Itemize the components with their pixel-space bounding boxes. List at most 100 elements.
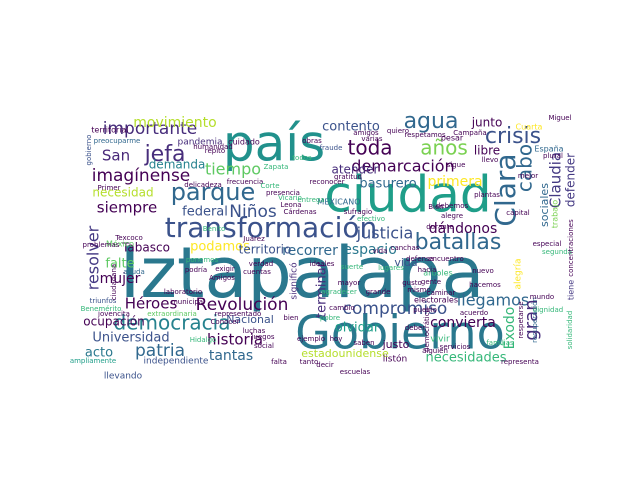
cloud-word: jovencita — [97, 310, 130, 318]
cloud-word: hoy — [330, 335, 343, 343]
cloud-word: Universidad — [92, 331, 169, 346]
cloud-word: exigir — [215, 265, 235, 273]
cloud-word: toda — [347, 136, 392, 160]
cloud-word: significó — [289, 262, 300, 300]
cloud-word: transformación — [165, 211, 377, 244]
cloud-word: historia — [207, 331, 263, 349]
cloud-word: basurero — [359, 177, 416, 192]
cloud-word: ciudadana — [110, 264, 118, 300]
cloud-word: Éxodo — [501, 307, 518, 350]
cloud-word: extraordinaria — [147, 310, 197, 318]
cloud-word: cabo — [513, 144, 537, 192]
cloud-word: árboles — [423, 269, 452, 278]
cloud-word: reconocer — [310, 178, 345, 186]
cloud-word: grande — [366, 288, 391, 296]
cloud-word: México — [106, 239, 134, 249]
cloud-word: Zapata — [264, 163, 289, 171]
cloud-word: representado — [215, 310, 262, 318]
cloud-word: importante — [103, 119, 197, 139]
cloud-word: gratitud — [334, 173, 362, 181]
cloud-word: trabajo — [551, 200, 560, 229]
cloud-word: ciudad — [324, 166, 491, 224]
cloud-word: alguien — [422, 347, 448, 355]
cloud-word: Bien — [428, 203, 444, 211]
cloud-word: acuerdo — [460, 309, 488, 317]
cloud-word: Iztapalapa — [120, 232, 485, 314]
cloud-word: tanto — [300, 358, 319, 366]
cloud-word: Texcoco — [114, 234, 143, 242]
cloud-word: familias — [486, 339, 514, 347]
cloud-word: varias — [361, 135, 383, 143]
cloud-word: repito — [205, 147, 225, 155]
cloud-word: democrático — [423, 308, 431, 352]
cloud-word: obras — [302, 137, 322, 145]
cloud-word: vida — [373, 247, 388, 255]
cloud-word: gran — [521, 299, 542, 340]
cloud-word: vivir — [430, 335, 450, 345]
cloud-word: Corte — [260, 182, 279, 190]
cloud-word: capital — [506, 209, 530, 217]
cloud-word: fraude — [320, 144, 343, 152]
cloud-word: tiempo — [205, 160, 261, 179]
cloud-word: resolver — [84, 225, 103, 290]
cloud-word: agradecer — [321, 288, 357, 296]
cloud-word: humanidad — [193, 143, 233, 151]
cloud-word: vida — [394, 256, 417, 269]
cloud-word: llevo — [482, 156, 499, 164]
cloud-word: ejemplo — [297, 335, 325, 343]
cloud-word: bien — [283, 314, 298, 322]
cloud-word: electorales — [414, 296, 458, 305]
cloud-word: país — [223, 115, 325, 173]
cloud-word: Juárez — [242, 235, 265, 243]
cloud-word: luchas — [243, 327, 266, 335]
cloud-word: Gobierno — [295, 306, 504, 360]
word-cloud-words: Iztapalapa país Gobierno ciudadtransformaci… — [70, 109, 578, 382]
cloud-word: contento — [322, 120, 380, 135]
cloud-word: efectivo — [357, 215, 385, 223]
cloud-word: Hidalgo — [190, 336, 217, 344]
cloud-word: Benito — [203, 225, 226, 233]
cloud-word: Vicario — [278, 194, 302, 202]
cloud-word: Conocer — [211, 318, 240, 326]
cloud-word: España — [534, 145, 563, 154]
cloud-word: ideales — [310, 260, 335, 268]
cloud-word: Amigos — [209, 274, 235, 282]
cloud-word: lugares — [378, 264, 404, 272]
cloud-word: necesidad — [92, 186, 153, 200]
cloud-word: plural — [543, 152, 563, 160]
cloud-word: amigos — [353, 129, 379, 137]
cloud-word: solidaridad — [566, 311, 574, 350]
cloud-word: decir — [316, 361, 334, 369]
cloud-word: Niños — [229, 202, 277, 222]
cloud-word: servicios — [440, 343, 471, 351]
cloud-word: nuevo — [472, 267, 494, 275]
cloud-word: llegamos — [457, 291, 529, 310]
cloud-word: Cárdenas — [283, 208, 316, 216]
cloud-word: patria — [135, 341, 185, 361]
cloud-word: social — [254, 342, 274, 350]
cloud-word: necesidades — [425, 351, 506, 366]
cloud-word: cuidado — [228, 138, 260, 147]
cloud-word: atender — [332, 163, 379, 177]
cloud-word: parque — [171, 178, 256, 206]
cloud-word: escuelas — [340, 368, 371, 376]
cloud-word: agua — [404, 109, 459, 134]
cloud-word: Nacional — [226, 313, 274, 326]
cloud-word: acto — [85, 346, 113, 361]
cloud-word: representa — [501, 358, 539, 366]
cloud-word: frecuencia — [227, 178, 264, 186]
cloud-word: recuperación — [531, 297, 539, 343]
cloud-word: gusto — [402, 279, 422, 287]
cloud-word: territorial — [91, 126, 128, 135]
cloud-word: suerte — [341, 263, 363, 271]
cloud-word: ponemos — [186, 256, 219, 264]
cloud-word: respetamos — [404, 131, 446, 139]
cloud-word: estadounidense — [301, 347, 389, 360]
cloud-word: pobre — [320, 314, 340, 322]
cloud-word: respetarse — [517, 301, 525, 338]
cloud-word: imagínense — [92, 166, 191, 186]
cloud-word: crisis — [485, 124, 541, 149]
cloud-word: deber — [405, 324, 426, 332]
cloud-word: durante — [426, 223, 454, 231]
